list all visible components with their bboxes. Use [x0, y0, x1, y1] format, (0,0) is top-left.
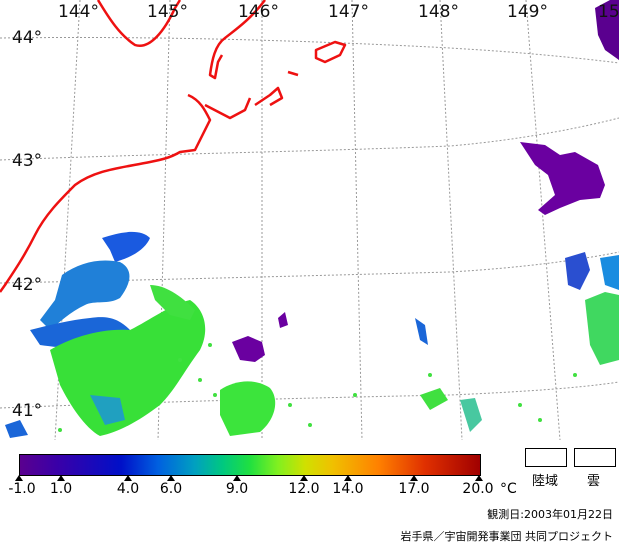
- unit-label: °C: [500, 481, 517, 497]
- tick-label: 9.0: [225, 481, 249, 497]
- tick-mark: [15, 475, 23, 481]
- lon-label-145: 145°: [147, 2, 188, 22]
- tick-label: 4.0: [116, 481, 140, 497]
- tick-label: 17.0: [398, 481, 430, 497]
- sst-map: [0, 0, 619, 440]
- land-legend-label: 陸域: [532, 474, 559, 489]
- coastline: [0, 0, 347, 293]
- tick-label: 6.0: [159, 481, 183, 497]
- tick-label: 20.0: [462, 481, 494, 497]
- tick-mark: [167, 475, 175, 481]
- cloud-legend-box: [574, 448, 616, 467]
- tick-label: -1.0: [8, 481, 36, 497]
- tick-label: 14.0: [332, 481, 364, 497]
- land-legend-box: [525, 448, 567, 467]
- lon-label-149: 149°: [507, 2, 548, 22]
- tick-mark: [233, 475, 241, 481]
- lat-label-42: 42°: [12, 275, 43, 295]
- sst-blue-patches: [5, 231, 619, 438]
- tick-mark: [475, 475, 483, 481]
- lon-label-150: 15: [598, 2, 619, 22]
- lat-label-44: 44°: [12, 28, 43, 48]
- lat-label-41: 41°: [12, 401, 43, 421]
- tick-mark: [124, 475, 132, 481]
- tick-mark: [410, 475, 418, 481]
- tick-label: 1.0: [49, 481, 73, 497]
- tick-mark: [344, 475, 352, 481]
- sst-speckles: [58, 343, 577, 432]
- credit-line: 岩手県／宇宙開発事業団 共同プロジェクト: [400, 530, 614, 543]
- lon-label-144: 144°: [58, 2, 99, 22]
- sst-cold-patches: [232, 0, 619, 362]
- lat-label-43: 43°: [12, 151, 43, 171]
- tick-mark: [57, 475, 65, 481]
- observation-date: 観測日:2003年01月22日: [487, 508, 613, 521]
- lon-label-147: 147°: [328, 2, 369, 22]
- sst-green-patches: [50, 285, 619, 436]
- lon-label-146: 146°: [238, 2, 279, 22]
- lon-label-148: 148°: [418, 2, 459, 22]
- tick-label: 12.0: [288, 481, 320, 497]
- cloud-legend-label: 雲: [587, 474, 601, 489]
- temperature-color-bar: [19, 454, 481, 476]
- tick-mark: [300, 475, 308, 481]
- graticule: [0, 0, 619, 440]
